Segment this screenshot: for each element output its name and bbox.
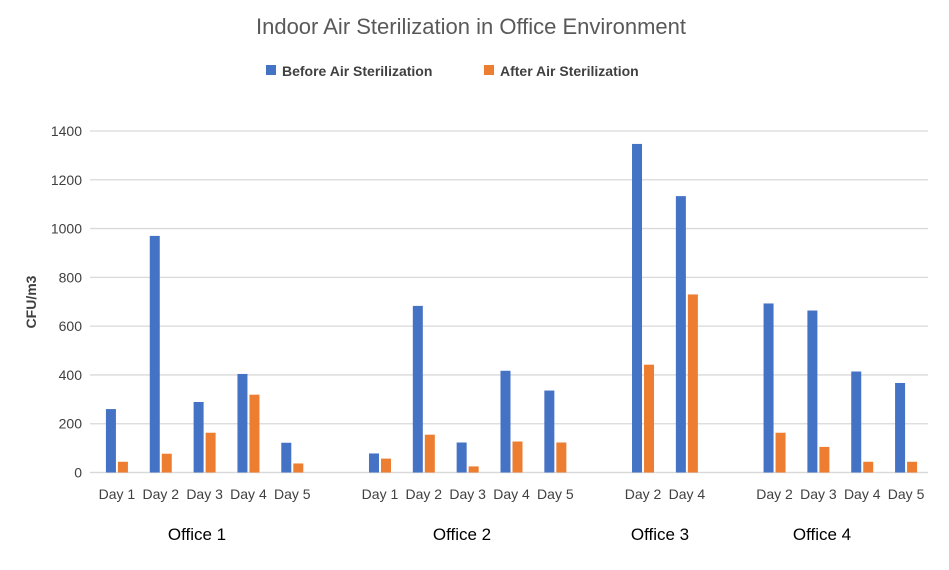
bar-before: [544, 390, 555, 473]
group-label: Office 1: [168, 525, 226, 544]
bar-after: [819, 446, 830, 473]
group-label: Office 4: [793, 525, 851, 544]
bar-after: [644, 364, 655, 473]
y-tick-label: 1400: [51, 123, 82, 139]
x-tick-label: Day 1: [362, 486, 399, 502]
legend-label-after: After Air Sterilization: [500, 63, 639, 79]
bar-before: [851, 371, 862, 473]
x-tick-label: Day 1: [99, 486, 136, 502]
bar-before: [763, 303, 774, 473]
bar-after: [380, 458, 391, 473]
x-tick-label: Day 5: [537, 486, 574, 502]
bar-before: [456, 442, 467, 473]
y-tick-label: 1200: [51, 172, 82, 188]
x-tick-label: Day 2: [406, 486, 443, 502]
bar-before: [412, 305, 423, 473]
x-tick-label: Day 2: [756, 486, 793, 502]
x-tick-label: Day 3: [186, 486, 223, 502]
legend-swatch-after: [484, 65, 494, 75]
chart-title: Indoor Air Sterilization in Office Envir…: [256, 14, 686, 39]
y-tick-label: 800: [59, 269, 83, 285]
bar-after: [687, 294, 698, 473]
bar-before: [632, 143, 643, 473]
y-tick-label: 200: [59, 416, 83, 432]
group-label: Office 2: [433, 525, 491, 544]
bar-after: [863, 461, 874, 473]
bar-after: [249, 394, 260, 473]
bar-after: [205, 432, 216, 473]
y-axis-label: CFU/m3: [23, 275, 39, 328]
bar-after: [468, 466, 479, 473]
bar-before: [807, 310, 818, 473]
bar-after: [117, 461, 128, 473]
x-tick-label: Day 3: [800, 486, 837, 502]
x-tick-label: Day 5: [888, 486, 925, 502]
x-tick-label: Day 2: [625, 486, 662, 502]
group-label: Office 3: [631, 525, 689, 544]
y-tick-label: 600: [59, 318, 83, 334]
legend-swatch-before: [266, 65, 276, 75]
bar-before: [500, 370, 511, 473]
bar-after: [293, 463, 304, 473]
bar-after: [424, 434, 435, 473]
legend-label-before: Before Air Sterilization: [282, 63, 432, 79]
x-tick-label: Day 4: [844, 486, 881, 502]
bar-after: [161, 453, 172, 473]
bar-after: [907, 461, 918, 473]
x-tick-label: Day 4: [669, 486, 706, 502]
bar-before: [193, 402, 204, 473]
bar-before: [368, 453, 379, 473]
x-tick-label: Day 4: [230, 486, 267, 502]
y-tick-label: 0: [74, 465, 82, 481]
legend: Before Air Sterilization After Air Steri…: [266, 63, 639, 79]
y-tick-label: 1000: [51, 221, 82, 237]
y-tick-label: 400: [59, 367, 83, 383]
x-tick-label: Day 3: [449, 486, 486, 502]
bar-before: [895, 382, 906, 473]
bar-before: [149, 235, 160, 473]
x-tick-label: Day 2: [142, 486, 179, 502]
bar-after: [775, 432, 786, 473]
bar-before: [281, 442, 292, 473]
bar-after: [556, 442, 567, 473]
bar-after: [512, 441, 523, 473]
bar-before: [675, 196, 686, 473]
x-tick-label: Day 5: [274, 486, 311, 502]
x-tick-label: Day 4: [493, 486, 530, 502]
bar-before: [237, 373, 248, 473]
bar-before: [105, 409, 116, 473]
